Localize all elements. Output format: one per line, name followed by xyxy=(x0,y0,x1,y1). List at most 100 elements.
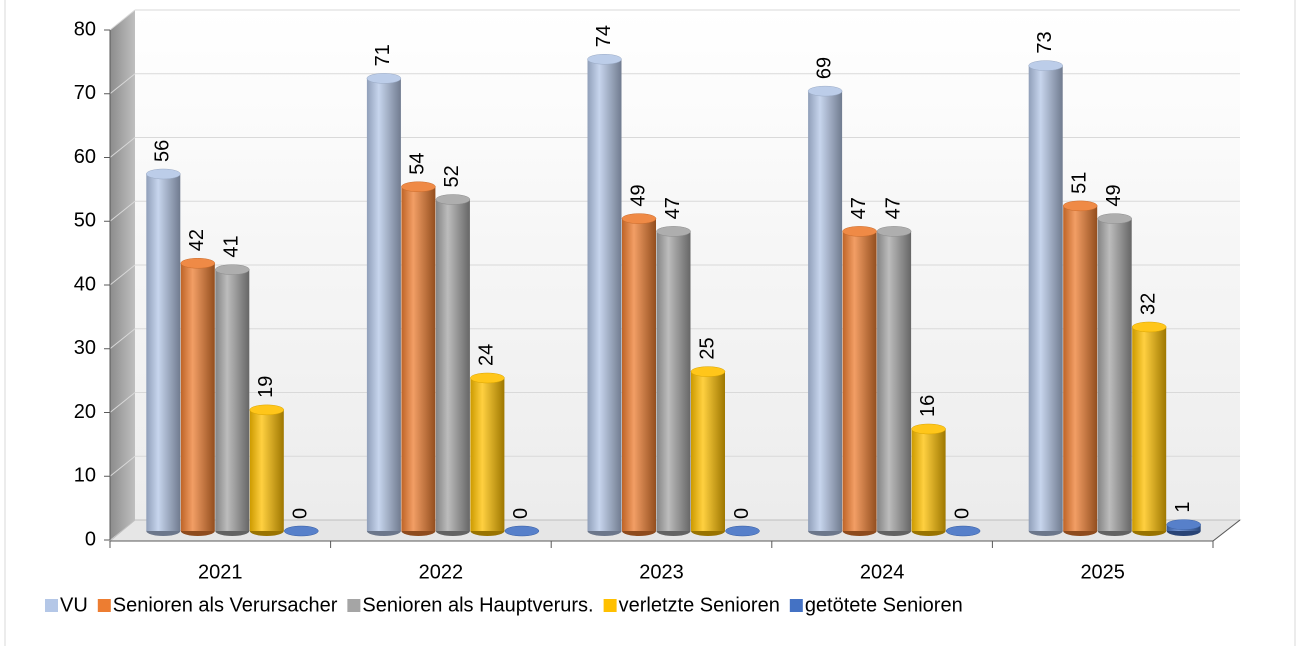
bar xyxy=(877,231,912,531)
bar xyxy=(808,91,843,531)
bar xyxy=(1028,65,1063,531)
bar-cap xyxy=(1062,200,1098,212)
data-label: 49 xyxy=(627,184,649,206)
grid-line xyxy=(109,455,136,477)
grid-line xyxy=(109,328,136,350)
bar-cap xyxy=(621,213,657,224)
data-label: 69 xyxy=(813,57,835,79)
bar xyxy=(215,269,250,531)
bar-cap xyxy=(725,525,760,537)
grid-line xyxy=(109,9,136,31)
bar xyxy=(180,263,215,531)
bar-cap xyxy=(180,258,216,269)
data-label: 19 xyxy=(255,376,277,398)
bar-cap xyxy=(1028,60,1063,71)
bar-cap xyxy=(435,194,471,205)
y-tick-label: 70 xyxy=(74,82,96,104)
bar xyxy=(587,59,622,531)
x-tick-label: 2025 xyxy=(1080,561,1125,583)
data-label: 47 xyxy=(848,197,870,219)
bar-cap xyxy=(504,525,540,537)
data-label: 54 xyxy=(407,153,429,175)
bar xyxy=(249,409,284,531)
data-label: 56 xyxy=(152,140,174,162)
y-tick-label: 40 xyxy=(74,273,96,295)
bar-cap xyxy=(215,264,250,275)
bar-cap xyxy=(401,181,436,192)
grid-line xyxy=(109,200,136,222)
bar-cap xyxy=(911,423,946,435)
data-label: 47 xyxy=(662,197,684,219)
data-label: 47 xyxy=(882,197,904,219)
bar-cap xyxy=(146,168,181,180)
bar xyxy=(366,78,401,531)
bar-cap xyxy=(284,525,319,537)
data-label: 0 xyxy=(731,508,753,519)
y-tick-label: 60 xyxy=(74,146,96,168)
grid-line xyxy=(109,392,136,413)
legend-swatch xyxy=(45,599,58,612)
bar xyxy=(1097,218,1132,531)
bar-cap xyxy=(690,366,726,377)
legend-label: Senioren als Verursacher xyxy=(113,594,338,616)
y-tick-label: 50 xyxy=(74,210,96,232)
bar-cap xyxy=(876,226,912,237)
x-tick-label: 2022 xyxy=(419,561,464,583)
bar xyxy=(622,218,656,531)
legend-label: getötete Senioren xyxy=(805,594,963,616)
bar-cap xyxy=(1166,519,1201,530)
bar xyxy=(691,371,725,531)
data-label: 0 xyxy=(951,508,973,519)
bar-cap xyxy=(656,226,691,237)
data-label: 0 xyxy=(510,508,532,519)
data-label: 1 xyxy=(1172,502,1194,513)
y-tick-label: 0 xyxy=(85,528,96,550)
y-tick-label: 30 xyxy=(74,337,96,359)
grid-line xyxy=(109,264,136,286)
bar-cap xyxy=(807,85,843,97)
bar xyxy=(842,231,877,531)
data-label: 0 xyxy=(290,508,312,519)
bar-cap xyxy=(587,54,622,65)
data-label: 51 xyxy=(1068,172,1090,194)
bar-cap xyxy=(1131,321,1167,333)
legend-swatch xyxy=(603,599,617,612)
bar-cap xyxy=(945,525,981,537)
legend-swatch xyxy=(347,599,361,612)
bar xyxy=(401,186,436,531)
bar xyxy=(470,378,505,531)
data-label: 32 xyxy=(1137,293,1159,315)
bar xyxy=(911,429,946,531)
bar-cap xyxy=(470,372,505,384)
data-label: 42 xyxy=(186,229,208,251)
legend-label: VU xyxy=(60,594,88,616)
legend-label: Senioren als Hauptverurs. xyxy=(362,594,593,616)
data-label: 74 xyxy=(593,25,615,47)
legend-label: verletzte Senioren xyxy=(619,594,780,616)
legend-swatch xyxy=(97,599,111,612)
data-label: 49 xyxy=(1103,184,1125,206)
bar xyxy=(656,231,691,531)
data-label: 16 xyxy=(917,395,939,417)
bar xyxy=(146,174,181,531)
bar xyxy=(435,199,470,531)
data-label: 52 xyxy=(441,165,463,187)
y-tick-label: 80 xyxy=(74,18,96,40)
data-label: 41 xyxy=(221,235,243,257)
x-tick-label: 2021 xyxy=(198,561,243,583)
y-tick-label: 10 xyxy=(74,465,96,487)
bar xyxy=(1063,205,1098,531)
bar-cap xyxy=(842,226,877,237)
x-tick-label: 2023 xyxy=(639,561,684,583)
x-axis xyxy=(1212,519,1241,542)
data-label: 24 xyxy=(476,344,498,366)
grid-line xyxy=(109,73,136,95)
grid-line xyxy=(109,137,136,158)
data-label: 73 xyxy=(1034,31,1056,53)
y-tick-label: 20 xyxy=(74,401,96,423)
data-label: 25 xyxy=(696,337,718,359)
x-tick-label: 2024 xyxy=(860,561,905,583)
bar-cap xyxy=(1097,213,1132,224)
legend-swatch xyxy=(789,599,803,612)
